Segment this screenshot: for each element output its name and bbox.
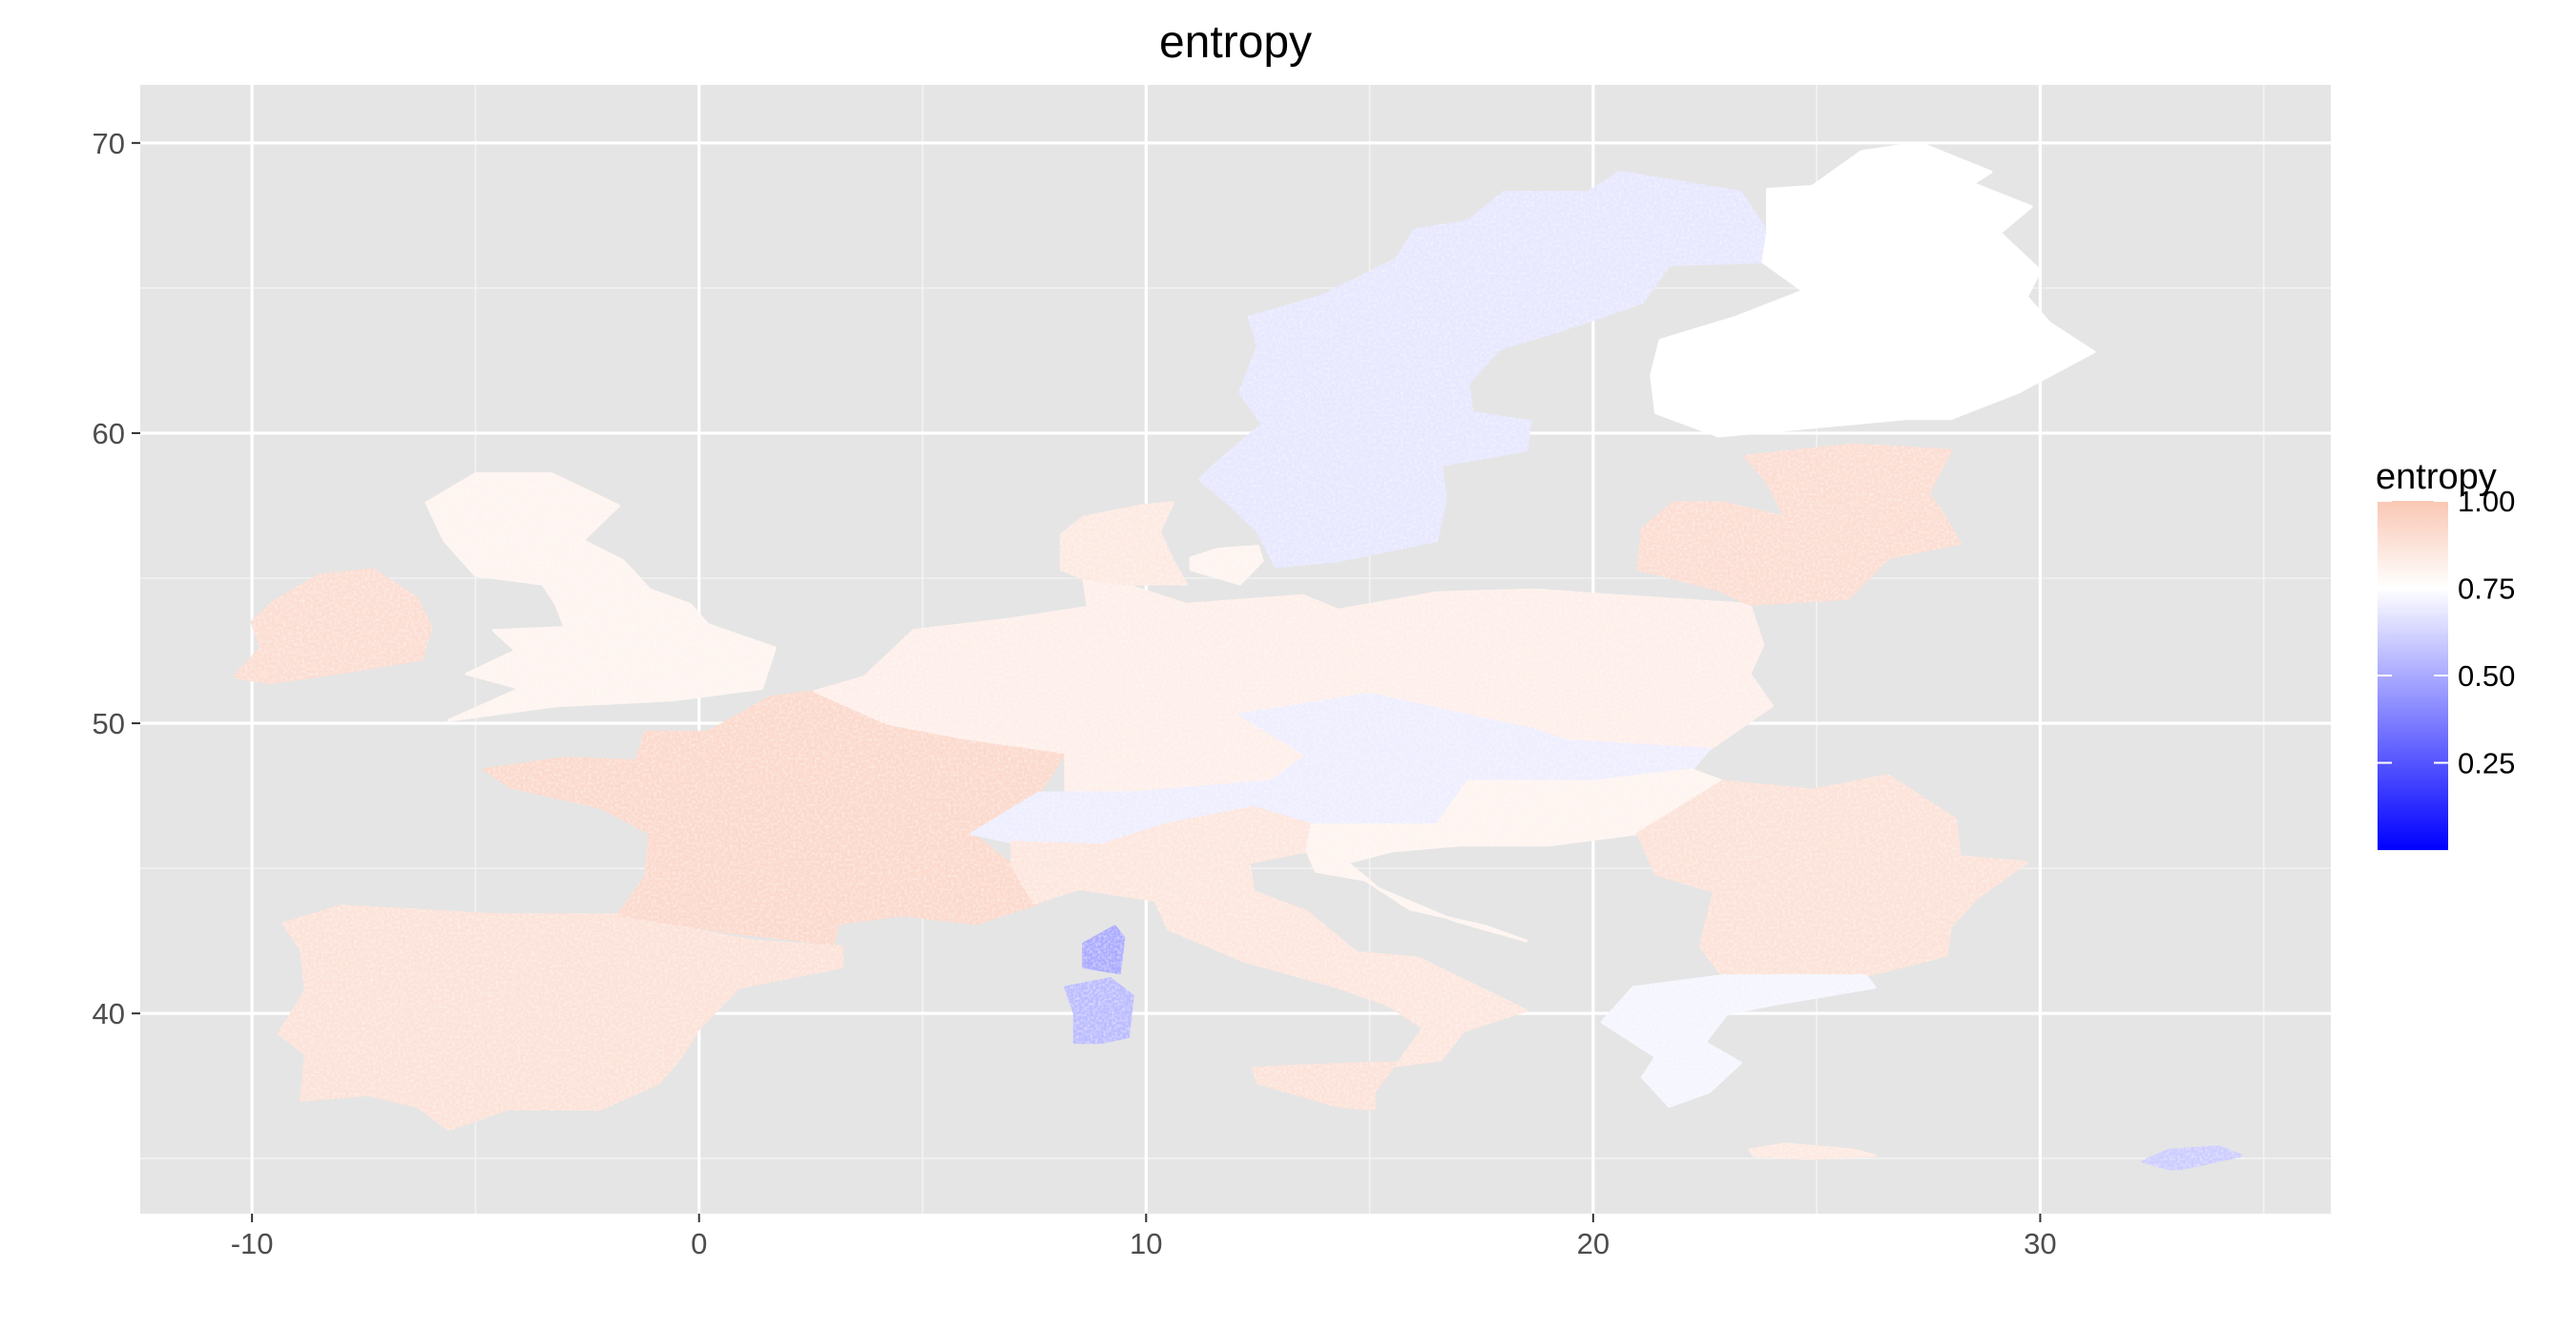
x-tick-label: 10 [1130, 1227, 1162, 1260]
region-greece [1600, 974, 1877, 1108]
legend-label: 1.00 [2458, 485, 2515, 518]
legend-title: entropy [2376, 457, 2497, 497]
region-hungary-slovenia-croatia [1305, 768, 1725, 943]
legend-label: 0.75 [2458, 572, 2515, 606]
y-tick-label: 70 [93, 127, 125, 160]
region-denmark [1059, 501, 1188, 586]
y-tick-label: 50 [93, 707, 125, 740]
region-great-britain [425, 472, 777, 722]
region-ireland [232, 568, 433, 684]
region-romania-bulgaria [1636, 774, 2028, 978]
region-sicily [1252, 1061, 1399, 1111]
legend-label: 0.50 [2458, 659, 2515, 693]
y-tick-label: 40 [93, 997, 125, 1030]
region-corsica [1082, 925, 1126, 975]
region-italy [1010, 805, 1528, 1068]
region-finland [1650, 141, 2096, 438]
x-tick-label: 20 [1577, 1227, 1610, 1260]
entropy-legend: entropy 1.00 0.75 0.50 0.25 [2376, 457, 2515, 850]
legend-label: 0.25 [2458, 747, 2515, 780]
plot-title: entropy [1159, 17, 1312, 68]
x-tick-label: 30 [2024, 1227, 2056, 1260]
x-tick-label: -10 [231, 1227, 274, 1260]
region-crete [1748, 1142, 1877, 1160]
region-zealand [1189, 545, 1264, 586]
region-baltics [1636, 443, 1962, 606]
region-sardinia [1064, 977, 1134, 1045]
y-tick-label: 60 [93, 417, 125, 450]
entropy-raster [232, 141, 2243, 1172]
region-cyprus [2141, 1145, 2243, 1172]
y-axis: 40 50 60 70 [93, 127, 140, 1030]
region-iberia [277, 905, 844, 1132]
x-tick-label: 0 [691, 1227, 707, 1260]
x-axis: -10 0 10 20 30 [231, 1214, 2057, 1260]
region-sweden [1198, 170, 1770, 569]
